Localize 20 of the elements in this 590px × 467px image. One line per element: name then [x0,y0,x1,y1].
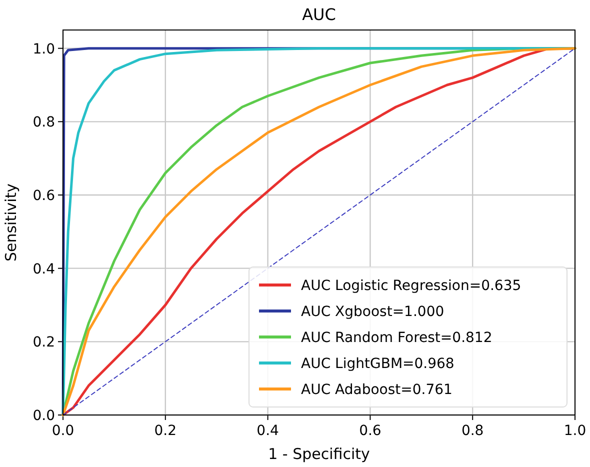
legend-label: AUC Adaboost=0.761 [301,382,452,398]
y-tick-label: 0.8 [32,114,55,131]
legend-label: AUC Random Forest=0.812 [301,330,492,346]
y-tick-label: 0.2 [32,334,55,351]
x-tick-label: 0.0 [52,423,74,439]
x-tick-label: 0.8 [461,423,484,439]
x-tick-label: 0.6 [359,423,382,439]
legend-label: AUC Xgboost=1.000 [301,304,444,320]
y-axis-title: Sensitivity [2,183,20,262]
chart-title: AUC [302,5,336,24]
legend-label: AUC LightGBM=0.968 [301,356,454,372]
x-tick-label: 1.0 [564,423,586,439]
y-tick-label: 0.0 [32,408,55,424]
y-tick-label: 1.0 [32,41,55,58]
y-tick-label: 0.6 [32,188,56,204]
x-tick-label: 0.4 [256,423,280,439]
legend-label: AUC Logistic Regression=0.635 [301,278,522,294]
x-axis-title: 1 - Specificity [268,445,370,463]
y-tick-label: 0.4 [32,261,56,278]
x-tick-label: 0.2 [154,423,177,439]
